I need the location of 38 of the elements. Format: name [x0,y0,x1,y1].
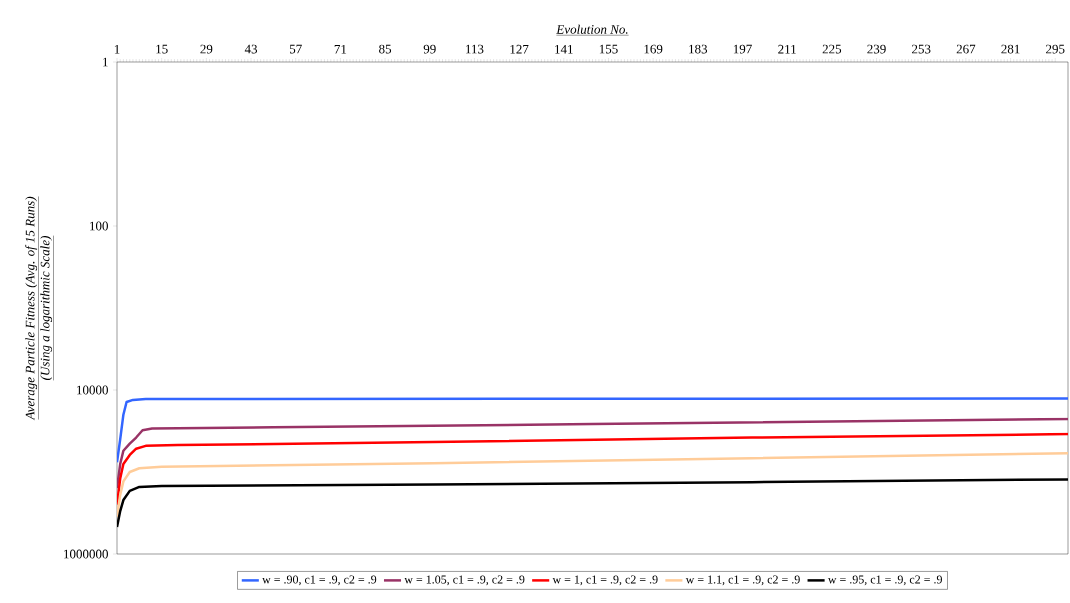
x-tick-label: 267 [956,44,976,54]
y-tick-label: 100 [90,221,108,231]
y-axis-title: Average Particle Fitness (Avg. of 15 Runs) [25,196,38,421]
legend-label: w = 1.05, c1 = .9, c2 = .9 [404,575,525,586]
x-tick-label: 29 [200,44,213,54]
x-tick-label: 281 [1001,44,1020,54]
x-tick-label: 1 [114,44,120,54]
x-tick-label: 239 [867,44,886,54]
legend-label: w = .90, c1 = .9, c2 = .9 [262,575,377,586]
x-tick-label: 15 [156,44,168,54]
legend-label: w = 1, c1 = .9, c2 = .9 [552,575,658,586]
x-tick-label: 197 [733,44,752,54]
x-tick-label: 43 [244,44,258,54]
line-series [117,451,1069,519]
y-tick-label: 1000000 [64,549,108,559]
y-tick-label: 1 [103,57,108,67]
x-axis-title: Evolution No. [556,24,628,34]
x-tick-label: 155 [599,44,618,54]
x-tick-label: 113 [466,44,484,54]
y-tick-label: 10000 [77,385,108,395]
x-tick-label: 253 [912,44,931,54]
x-tick-label: 169 [644,44,663,54]
x-tick-label: 99 [423,44,436,54]
legend-label: w = .95, c1 = .9, c2 = .9 [827,575,942,586]
text: (Using a logarithmic Scale) [40,236,53,380]
line-series [117,432,1069,506]
line-series [117,417,1069,490]
x-tick-label: 295 [1046,44,1065,54]
line-series [117,397,1069,464]
x-tick-label: 225 [822,44,842,54]
x-tick-label: 71 [334,44,347,54]
x-tick-label: 85 [379,44,392,54]
x-tick-label: 57 [289,44,302,54]
x-tick-label: 141 [555,44,573,54]
x-tick-label: 183 [689,44,708,54]
legend-label: w = 1.1, c1 = .9, c2 = .9 [685,575,800,586]
x-tick-label: 127 [510,44,529,54]
x-tick-label: 211 [778,44,796,54]
